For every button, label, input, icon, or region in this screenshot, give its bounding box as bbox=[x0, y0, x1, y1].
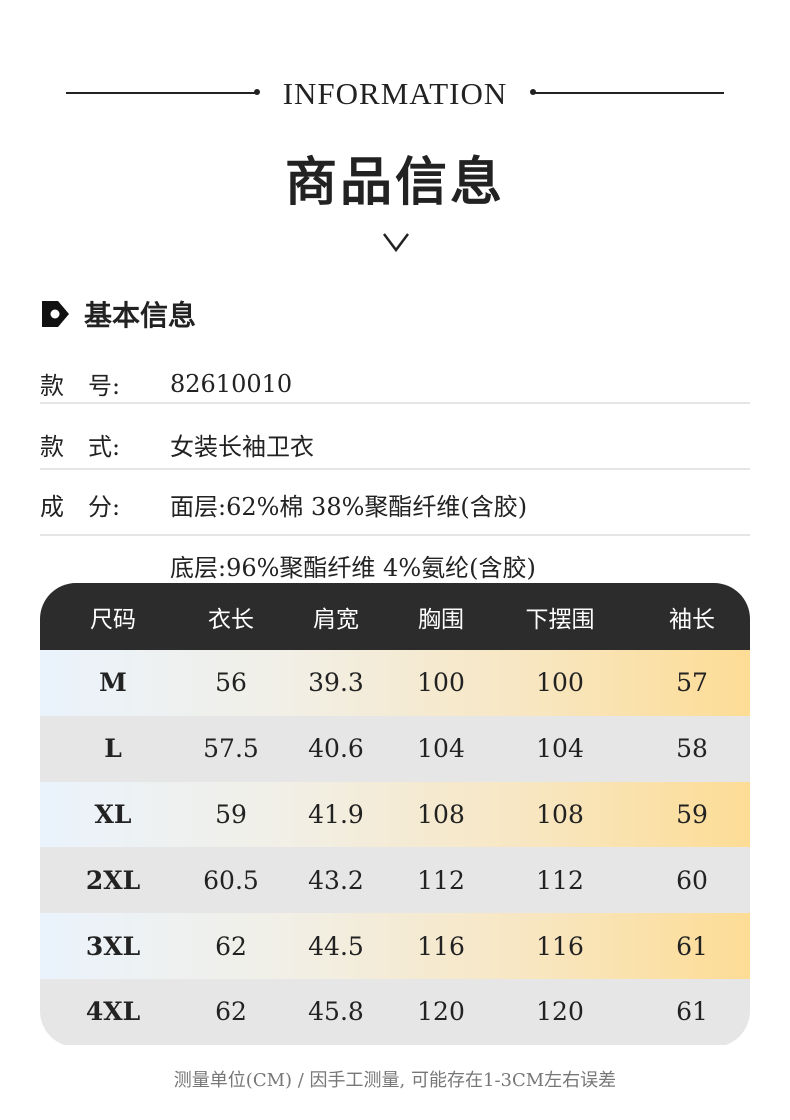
divider bbox=[40, 402, 750, 404]
table-cell: 60 bbox=[676, 865, 708, 895]
section-header: 基本信息 bbox=[40, 294, 196, 334]
size-cell: M bbox=[99, 668, 127, 698]
table-cell: 58 bbox=[676, 734, 708, 764]
info-label: 款 号: bbox=[40, 372, 121, 400]
table-cell: 104 bbox=[536, 734, 584, 764]
table-cell: 61 bbox=[676, 997, 708, 1027]
divider bbox=[40, 468, 750, 470]
info-value: 底层:96%聚酯纤维 4%氨纶(含胶) bbox=[170, 554, 536, 582]
table-cell: 100 bbox=[536, 668, 584, 698]
divider-dot bbox=[254, 89, 260, 95]
size-table: 尺码 衣长 肩宽 胸围 下摆围 袖长 M 56 39.3 100 100 57 L 57.5 4… bbox=[40, 583, 750, 1047]
info-value: 82610010 bbox=[170, 369, 293, 398]
info-row-style-number: 款 号: 82610010 bbox=[40, 366, 750, 401]
divider-left bbox=[66, 92, 256, 94]
info-label: 款 式: bbox=[40, 433, 121, 461]
info-row-composition: 成 分: 面层:62%棉 38%聚酯纤维(含胶) bbox=[40, 487, 750, 522]
table-row: 3XL 62 44.5 116 116 61 bbox=[40, 913, 750, 979]
table-row: 2XL 60.5 43.2 112 112 60 bbox=[40, 847, 750, 914]
table-cell: 61 bbox=[676, 931, 708, 961]
table-cell: 56 bbox=[215, 668, 247, 698]
table-cell: 39.3 bbox=[308, 668, 364, 698]
table-cell: 62 bbox=[215, 931, 247, 961]
table-cell: 108 bbox=[536, 799, 584, 829]
table-cell: 57.5 bbox=[203, 734, 259, 764]
table-cell: 100 bbox=[417, 668, 465, 698]
table-cell: 40.6 bbox=[308, 734, 364, 764]
table-cell: 59 bbox=[676, 799, 708, 829]
table-row: XL 59 41.9 108 108 59 bbox=[40, 781, 750, 848]
info-row-composition-lining: 底层:96%聚酯纤维 4%氨纶(含胶) bbox=[40, 548, 750, 583]
table-cell: 43.2 bbox=[308, 865, 364, 895]
section-subtitle: INFORMATION bbox=[282, 76, 508, 111]
column-header: 肩宽 bbox=[313, 606, 359, 633]
column-header: 下摆围 bbox=[525, 606, 595, 633]
table-cell: 60.5 bbox=[203, 865, 259, 895]
info-value: 面层:62%棉 38%聚酯纤维(含胶) bbox=[170, 493, 528, 521]
table-header: 尺码 衣长 肩宽 胸围 下摆围 袖长 bbox=[40, 583, 750, 650]
divider-right bbox=[534, 92, 724, 94]
table-cell: 41.9 bbox=[308, 799, 364, 829]
table-cell: 108 bbox=[417, 799, 465, 829]
column-header: 袖长 bbox=[669, 606, 715, 633]
table-cell: 44.5 bbox=[308, 931, 364, 961]
table-row: M 56 39.3 100 100 57 bbox=[40, 650, 750, 716]
table-cell: 120 bbox=[417, 997, 465, 1027]
chevron-down-icon bbox=[383, 233, 409, 253]
table-cell: 116 bbox=[536, 931, 584, 961]
table-row: L 57.5 40.6 104 104 58 bbox=[40, 715, 750, 782]
table-row: 4XL 62 45.8 120 120 61 bbox=[40, 978, 750, 1045]
size-cell: XL bbox=[94, 799, 132, 829]
table-cell: 120 bbox=[536, 997, 584, 1027]
info-label: 成 分: bbox=[40, 493, 121, 521]
divider-dot bbox=[530, 89, 536, 95]
size-cell: L bbox=[104, 734, 122, 764]
measurement-note: 测量单位(CM) / 因手工测量, 可能存在1-3CM左右误差 bbox=[173, 1070, 617, 1091]
column-header: 胸围 bbox=[418, 606, 464, 633]
table-cell: 62 bbox=[215, 997, 247, 1027]
page-title: 商品信息 bbox=[284, 152, 505, 213]
table-cell: 104 bbox=[417, 734, 465, 764]
info-row-style: 款 式: 女装长袖卫衣 bbox=[40, 427, 750, 462]
table-cell: 59 bbox=[215, 799, 247, 829]
size-cell: 2XL bbox=[85, 865, 141, 895]
table-cell: 112 bbox=[417, 865, 465, 895]
column-header: 尺码 bbox=[90, 606, 136, 633]
info-value: 女装长袖卫衣 bbox=[170, 433, 314, 461]
column-header: 衣长 bbox=[208, 606, 254, 633]
section-title: 基本信息 bbox=[84, 299, 197, 332]
size-cell: 3XL bbox=[85, 931, 141, 961]
tag-icon bbox=[42, 301, 69, 327]
table-cell: 112 bbox=[536, 865, 584, 895]
table-cell: 45.8 bbox=[308, 997, 364, 1027]
size-cell: 4XL bbox=[85, 997, 141, 1027]
table-cell: 116 bbox=[417, 931, 465, 961]
table-cell: 57 bbox=[676, 668, 708, 698]
divider bbox=[40, 534, 750, 536]
